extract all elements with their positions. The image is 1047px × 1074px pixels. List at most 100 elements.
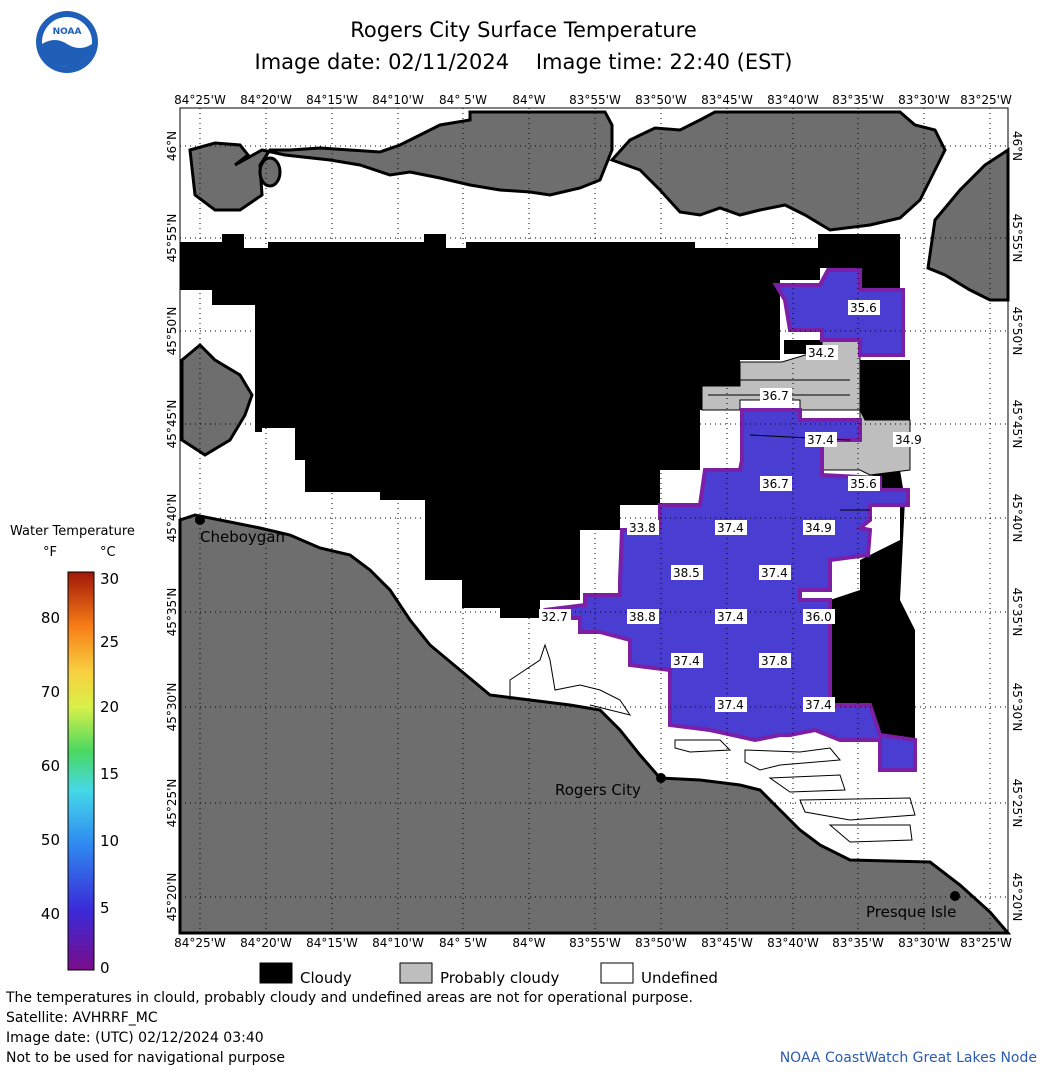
temperature-labels: 35.6 34.2 36.7 37.4 34.9 36.7 35.6 33.8 …: [539, 300, 925, 712]
lon-label: 83°30'W: [898, 93, 950, 107]
lat-label: 45°30'N: [165, 683, 179, 732]
noaa-logo: NOAA: [36, 11, 98, 73]
lon-label: 84°20'W: [240, 93, 292, 107]
svg-text:35.6: 35.6: [850, 301, 877, 315]
svg-text:38.5: 38.5: [673, 566, 700, 580]
c-tick: 5: [100, 899, 110, 917]
lat-label: 45°40'N: [1010, 494, 1024, 543]
lon-label: 83°50'W: [635, 936, 687, 950]
lat-label: 45°45'N: [1010, 400, 1024, 449]
lon-label: 84°10'W: [372, 93, 424, 107]
lon-label: 83°40'W: [767, 936, 819, 950]
lat-label: 45°20'N: [165, 873, 179, 922]
temp-label: 37.4: [715, 697, 747, 712]
svg-text:36.0: 36.0: [805, 610, 832, 624]
lat-label: 46°N: [165, 131, 179, 161]
graticule: [180, 108, 1008, 933]
presque-isle-marker: [950, 891, 960, 901]
svg-text:37.4: 37.4: [717, 521, 744, 535]
colorbar-title: Water Temperature: [10, 524, 135, 539]
lon-label: 84°25'W: [174, 93, 226, 107]
lon-label: 84°10'W: [372, 936, 424, 950]
place-label-cheboygan: Cheboygan: [200, 528, 285, 546]
lon-label: 83°30'W: [898, 936, 950, 950]
f-tick: 80: [41, 609, 60, 627]
lat-label: 45°50'N: [1010, 307, 1024, 356]
svg-text:37.4: 37.4: [673, 654, 700, 668]
f-tick: 40: [41, 905, 60, 923]
lon-label: 84°W: [512, 936, 545, 950]
credit-link[interactable]: NOAA CoastWatch Great Lakes Node: [779, 1050, 1037, 1066]
temp-label: 35.6: [848, 300, 880, 315]
f-tick: 50: [41, 831, 60, 849]
svg-text:37.8: 37.8: [761, 654, 788, 668]
temp-label: 37.4: [715, 609, 747, 624]
lat-label: 45°35'N: [1010, 588, 1024, 637]
lon-label: 83°35'W: [832, 93, 884, 107]
svg-text:37.4: 37.4: [805, 698, 832, 712]
svg-text:33.8: 33.8: [629, 521, 656, 535]
svg-text:34.9: 34.9: [895, 433, 922, 447]
svg-text:35.6: 35.6: [850, 477, 877, 491]
temp-label: 37.4: [715, 520, 747, 535]
temp-label: 32.7: [539, 609, 571, 624]
temp-label: 37.4: [759, 565, 791, 580]
lat-label: 45°40'N: [165, 494, 179, 543]
place-label-rogers-city: Rogers City: [555, 781, 641, 799]
svg-text:36.7: 36.7: [762, 389, 789, 403]
disclaimer-text: The temperatures in clould, probably clo…: [6, 990, 693, 1006]
lon-label: 84° 5'W: [439, 93, 487, 107]
temp-label: 36.7: [760, 476, 792, 491]
c-tick: 10: [100, 832, 119, 850]
land: [178, 110, 1012, 935]
svg-text:36.7: 36.7: [762, 477, 789, 491]
f-tick: 70: [41, 683, 60, 701]
lon-label: 84°15'W: [306, 936, 358, 950]
longitude-labels: 84°25'W 84°20'W 84°15'W 84°10'W 84° 5'W …: [174, 93, 1012, 950]
latitude-labels-right: 46°N 45°55'N 45°50'N 45°45'N 45°40'N 45°…: [1010, 131, 1024, 922]
lon-label: 83°25'W: [960, 93, 1012, 107]
lon-label: 83°25'W: [960, 936, 1012, 950]
probably-cloudy-swatch: [399, 962, 433, 984]
legend-cloudy: Cloudy: [300, 969, 352, 987]
lon-label: 83°55'W: [569, 93, 621, 107]
svg-text:37.4: 37.4: [717, 698, 744, 712]
temp-label: 37.4: [671, 653, 703, 668]
legend-undefined: Undefined: [641, 969, 718, 987]
lat-label: 45°25'N: [1010, 779, 1024, 828]
probably-cloudy-area: [701, 329, 911, 476]
lat-label: 45°55'N: [1010, 214, 1024, 263]
unit-celsius: °C: [100, 545, 116, 560]
place-label-presque-isle: Presque Isle: [866, 903, 956, 921]
nav-warning-text: Not to be used for navigational purpose: [6, 1050, 285, 1066]
temp-label: 34.2: [806, 345, 838, 360]
image-date: Image date: 02/11/2024: [254, 50, 510, 74]
svg-text:37.4: 37.4: [761, 566, 788, 580]
lon-label: 84°20'W: [240, 936, 292, 950]
lon-label: 84°W: [512, 93, 545, 107]
color-scale: Water Temperature °F °C 80 70 60 50 40 3…: [10, 524, 135, 977]
lat-label: 45°45'N: [165, 400, 179, 449]
satellite-text: Satellite: AVHRRF_MC: [6, 1010, 158, 1026]
lon-label: 84°25'W: [174, 936, 226, 950]
svg-text:37.4: 37.4: [717, 610, 744, 624]
utc-date-text: Image date: (UTC) 02/12/2024 03:40: [6, 1030, 264, 1046]
lon-label: 83°40'W: [767, 93, 819, 107]
temp-label: 38.8: [627, 609, 659, 624]
c-tick: 15: [100, 765, 119, 783]
lon-label: 83°45'W: [701, 936, 753, 950]
latitude-labels-left: 46°N 45°55'N 45°50'N 45°45'N 45°40'N 45°…: [165, 131, 179, 922]
city-markers: Cheboygan Rogers City Presque Isle: [195, 515, 960, 921]
svg-text:34.2: 34.2: [808, 346, 835, 360]
temp-label: 34.9: [893, 432, 925, 447]
svg-text:38.8: 38.8: [629, 610, 656, 624]
image-datetime: Image date: 02/11/2024 Image time: 22:40…: [0, 50, 1047, 74]
lat-label: 46°N: [1010, 131, 1024, 161]
water-temperature-area: [539, 268, 917, 772]
c-tick: 30: [100, 570, 119, 588]
rogers-city-marker: [656, 773, 666, 783]
temp-label: 35.6: [848, 476, 880, 491]
c-tick: 20: [100, 698, 119, 716]
svg-text:37.4: 37.4: [807, 433, 834, 447]
svg-text:NOAA: NOAA: [53, 27, 82, 37]
